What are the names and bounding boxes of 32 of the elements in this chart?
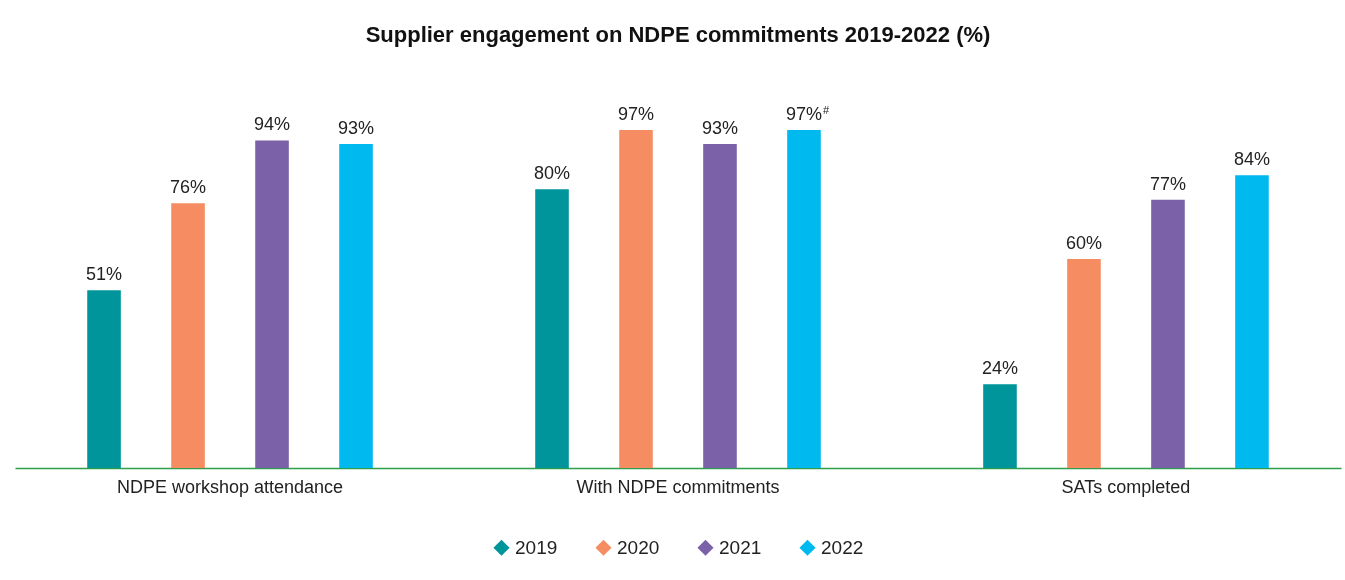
x-tick-label: NDPE workshop attendance [116, 476, 344, 497]
x-tick-label: SATs completed [1061, 476, 1191, 497]
bar [87, 290, 121, 468]
bar [255, 140, 289, 468]
data-label: 51% [86, 264, 123, 285]
bar [1151, 199, 1185, 468]
data-label: 80% [533, 163, 571, 184]
data-label: 84% [1233, 149, 1270, 170]
text: 97%# [785, 104, 830, 124]
bar [787, 130, 821, 468]
bar [619, 130, 653, 468]
data-label: 60% [1065, 232, 1102, 253]
chart-title: Supplier engagement on NDPE commitments 2019-2022 (%) [365, 22, 991, 47]
x-tick-label: With NDPE commitments [576, 476, 780, 497]
bar [703, 143, 737, 468]
data-label: 97% [617, 104, 655, 124]
bar [171, 203, 205, 468]
legend-label: 2022 [821, 536, 864, 558]
legend-label: 2019 [515, 536, 558, 558]
data-label: 77% [1149, 173, 1186, 194]
data-label: 24% [981, 358, 1018, 379]
data-label: 76% [170, 177, 207, 198]
bar [535, 189, 569, 468]
bar [1067, 258, 1101, 468]
data-label: 93% [701, 117, 739, 138]
legend-label: 2021 [719, 536, 762, 558]
bar [1235, 175, 1269, 468]
legend-label: 2020 [617, 536, 660, 558]
bar [339, 143, 373, 468]
data-label: 94% [254, 114, 291, 135]
data-label: 93% [338, 117, 375, 138]
bar [983, 384, 1017, 468]
